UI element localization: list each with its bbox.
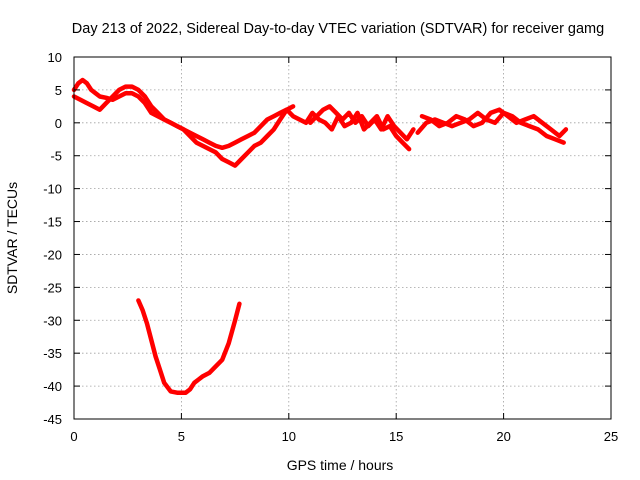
y-tick-label: 0	[55, 116, 62, 131]
y-tick-label: 5	[55, 83, 62, 98]
y-tick-label: 10	[48, 50, 62, 65]
x-tick-label: 0	[70, 429, 77, 444]
y-tick-label: -5	[50, 149, 62, 164]
series-line-satellite-e	[419, 107, 569, 139]
series-line-satellite-c	[308, 104, 416, 142]
x-tick-label: 20	[496, 429, 510, 444]
x-tick-label: 15	[389, 429, 403, 444]
y-tick-label: -35	[43, 346, 62, 361]
y-tick-label: -30	[43, 313, 62, 328]
series-line-satellite-b	[71, 84, 296, 168]
series-line-satellite-d	[415, 110, 566, 145]
series-group	[71, 77, 569, 395]
x-axis-label: GPS time / hours	[287, 457, 394, 473]
x-tick-label: 5	[178, 429, 185, 444]
plot-frame	[73, 56, 612, 420]
y-tick-label: -15	[43, 215, 62, 230]
series-line-satellite-a	[71, 77, 412, 152]
grid	[74, 57, 611, 419]
chart-title: Day 213 of 2022, Sidereal Day-to-day VTE…	[72, 21, 604, 37]
axis-ticks: 0 5 10 15 20 25 10 5 0 -5 -10 -15 -20 -25 -30 -35 -40 -45	[43, 50, 618, 444]
y-tick-label: -40	[43, 379, 62, 394]
y-tick-label: -20	[43, 247, 62, 262]
y-tick-label: -10	[43, 182, 62, 197]
y-tick-label: -45	[43, 412, 62, 427]
y-axis-label: SDTVAR / TECUs	[4, 182, 20, 294]
y-tick-label: -25	[43, 280, 62, 295]
series-line-satellite-f	[136, 298, 242, 395]
x-tick-label: 10	[282, 429, 296, 444]
x-tick-label: 25	[604, 429, 618, 444]
